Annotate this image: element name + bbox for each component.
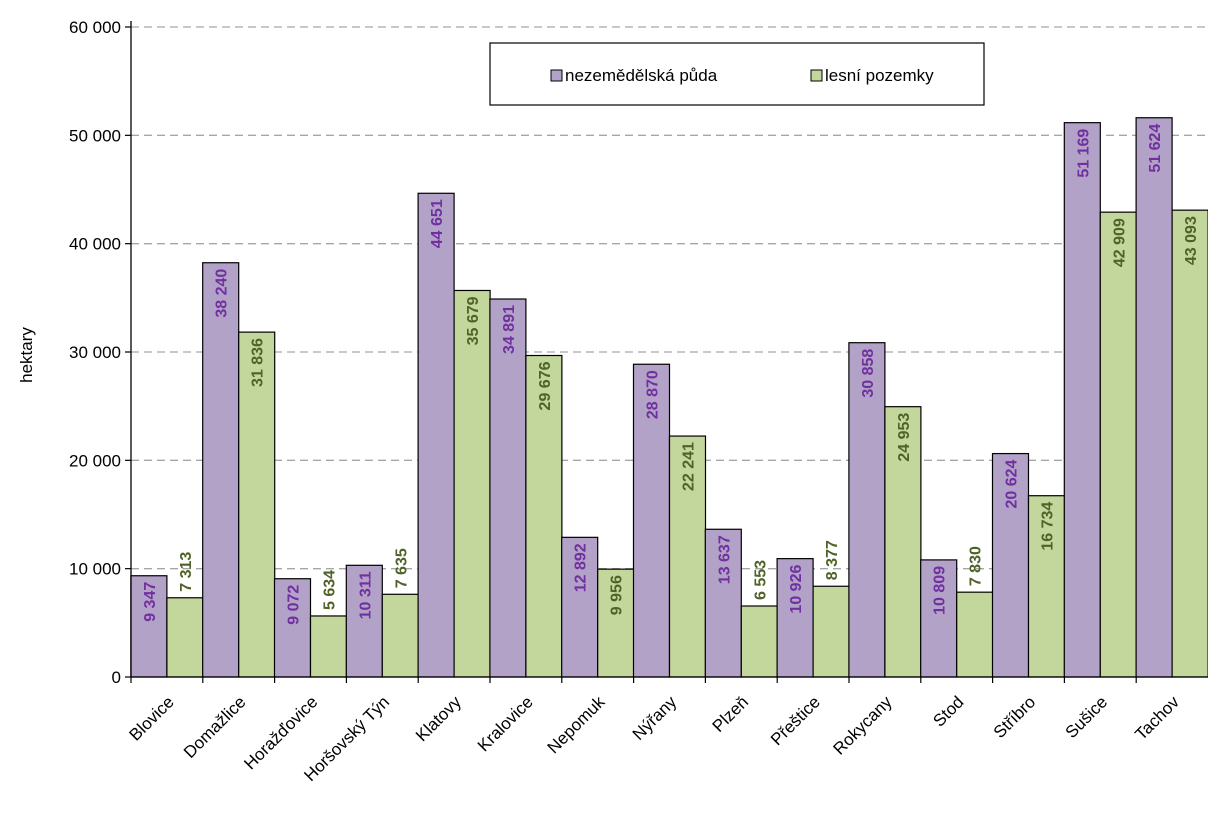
data-label: 22 241 xyxy=(681,442,698,491)
data-label: 10 809 xyxy=(932,566,949,615)
data-label: 51 169 xyxy=(1075,129,1092,178)
bar xyxy=(167,598,203,677)
x-tick-label: Stod xyxy=(929,692,967,730)
y-axis-label: hektary xyxy=(17,327,36,383)
bar xyxy=(1064,123,1100,677)
x-tick-label: Nýřany xyxy=(629,692,681,744)
data-label: 16 734 xyxy=(1040,502,1057,551)
bar xyxy=(454,290,490,677)
data-label: 9 956 xyxy=(609,575,626,615)
data-label: 24 953 xyxy=(896,413,913,462)
data-label: 6 553 xyxy=(752,560,769,600)
data-label: 9 347 xyxy=(142,582,159,622)
data-label: 38 240 xyxy=(214,269,231,318)
y-tick-label: 60 000 xyxy=(69,18,121,37)
data-label: 7 313 xyxy=(178,552,195,592)
x-tick-label: Kralovice xyxy=(474,692,537,755)
x-tick-label: Přeštice xyxy=(767,692,824,749)
bar xyxy=(957,592,993,677)
data-label: 20 624 xyxy=(1004,459,1021,508)
legend-swatch-lesni-pozemky xyxy=(811,70,822,81)
data-label: 13 637 xyxy=(716,535,733,584)
bar xyxy=(311,616,347,677)
data-label: 7 635 xyxy=(393,548,410,588)
bar xyxy=(1172,210,1208,677)
y-tick-label: 30 000 xyxy=(69,343,121,362)
y-tick-label: 50 000 xyxy=(69,126,121,145)
bar xyxy=(1136,118,1172,677)
data-label: 35 679 xyxy=(465,296,482,345)
y-tick-label: 0 xyxy=(112,668,121,687)
y-tick-label: 40 000 xyxy=(69,235,121,254)
data-label: 10 311 xyxy=(357,571,374,619)
data-label: 43 093 xyxy=(1183,216,1200,265)
x-tick-label: Klatovy xyxy=(412,692,465,745)
bar xyxy=(490,299,526,677)
legend-label-lesni-pozemky: lesní pozemky xyxy=(825,66,934,85)
x-tick-label: Blovice xyxy=(126,692,178,744)
y-tick-label: 20 000 xyxy=(69,451,121,470)
legend-label-nezemedelska-puda: nezemědělská půda xyxy=(565,66,718,85)
x-tick-label: Rokycany xyxy=(830,692,897,759)
y-tick-label: 10 000 xyxy=(69,560,121,579)
data-label: 28 870 xyxy=(645,370,662,419)
bar xyxy=(813,586,849,677)
bar xyxy=(1100,212,1136,677)
x-tick-label: Nepomuk xyxy=(544,692,609,757)
x-tick-label: Stříbro xyxy=(990,692,1040,742)
data-label: 5 634 xyxy=(322,570,339,610)
data-label: 7 830 xyxy=(968,546,985,586)
data-label: 30 858 xyxy=(860,349,877,398)
bar xyxy=(203,263,239,677)
data-label: 29 676 xyxy=(537,361,554,410)
data-label: 42 909 xyxy=(1111,218,1128,267)
data-label: 51 624 xyxy=(1147,124,1164,173)
bar xyxy=(741,606,777,677)
data-label: 12 892 xyxy=(573,543,590,592)
bar xyxy=(382,594,418,677)
data-label: 31 836 xyxy=(250,338,267,387)
bar xyxy=(418,193,454,677)
data-label: 44 651 xyxy=(429,199,446,248)
x-tick-label: Domažlice xyxy=(180,692,250,762)
data-label: 8 377 xyxy=(824,540,841,580)
data-label: 10 926 xyxy=(788,565,805,614)
legend: nezemědělská půda lesní pozemky xyxy=(490,43,984,105)
data-label: 9 072 xyxy=(286,585,303,625)
x-tick-label: Plzeň xyxy=(709,692,753,736)
x-tick-label: Sušice xyxy=(1062,692,1112,742)
data-label: 34 891 xyxy=(501,305,518,354)
x-tick-label: Horažďovice xyxy=(240,692,321,773)
legend-swatch-nezemedelska-puda xyxy=(551,70,562,81)
x-tick-label: Tachov xyxy=(1131,692,1183,744)
